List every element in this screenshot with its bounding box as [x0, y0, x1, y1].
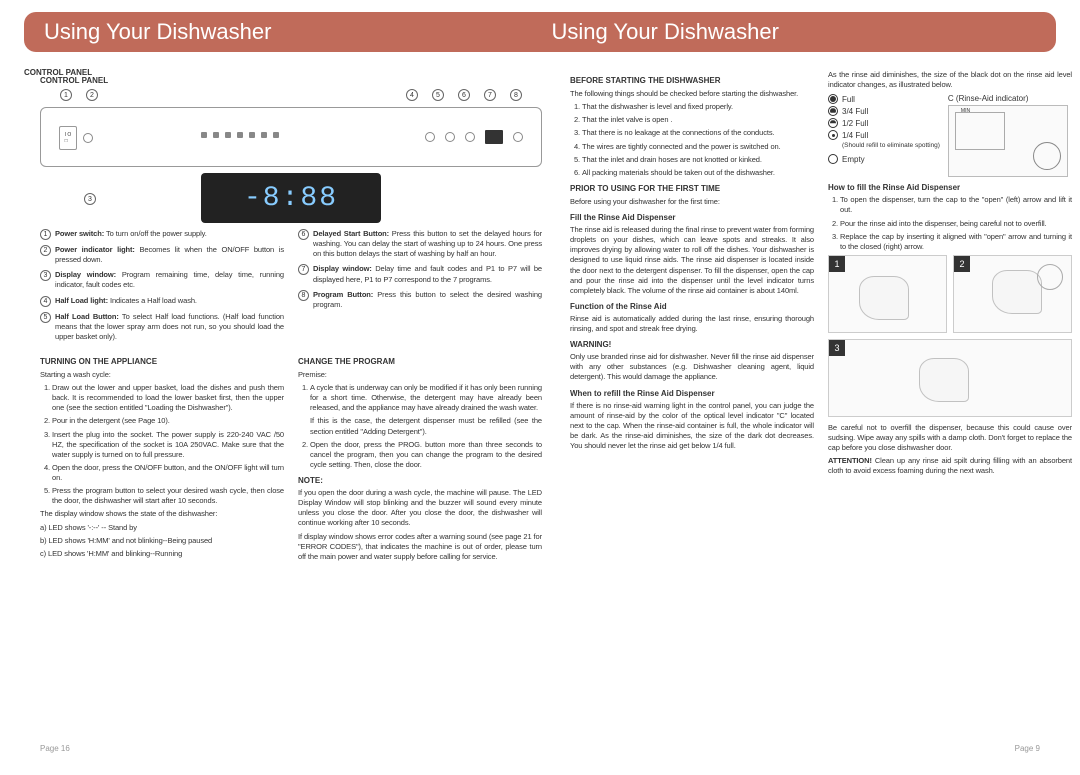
turning-on-col: TURNING ON THE APPLIANCE Starting a wash…: [40, 351, 284, 565]
change-list: A cycle that is underway can only be mod…: [298, 383, 542, 413]
turning-on-list: Draw out the lower and upper basket, loa…: [40, 383, 284, 506]
note-p2: If display window shows error codes afte…: [298, 532, 542, 562]
header-title-left: Using Your Dishwasher: [44, 19, 271, 45]
page-num-left: Page 16: [40, 744, 70, 753]
power-light-icon: [83, 133, 93, 143]
display-icon: [485, 130, 503, 144]
disp-b: b) LED shows 'H:MM' and not blinking--Be…: [40, 536, 284, 546]
level-full-icon: [828, 94, 838, 104]
howto-heading: How to fill the Rinse Aid Dispenser: [828, 183, 1072, 192]
when-heading: When to refill the Rinse Aid Dispenser: [570, 389, 814, 398]
callout-3: 3: [84, 193, 96, 205]
callout-5: 5: [432, 89, 444, 101]
dispenser-diagram: MIN: [948, 105, 1068, 177]
level-12-icon: [828, 118, 838, 128]
page-num-right: Page 9: [1015, 744, 1040, 753]
func-heading: Function of the Rinse Aid: [570, 302, 814, 311]
note-p: If you open the door during a wash cycle…: [298, 488, 542, 529]
header-title-right: Using Your Dishwasher: [551, 19, 778, 45]
col2-top: As the rinse aid diminishes, the size of…: [828, 70, 1072, 90]
step-2-diagram: 2: [953, 255, 1072, 333]
note-heading: NOTE:: [298, 476, 542, 485]
step-3-diagram: 3: [828, 339, 1072, 417]
warn-heading: WARNING!: [570, 340, 814, 349]
callout-1: 1: [60, 89, 72, 101]
fill-heading: Fill the Rinse Aid Dispenser: [570, 213, 814, 222]
left-items-col1: 1Power switch: To turn on/off the power …: [40, 229, 284, 347]
right-col-1: BEFORE STARTING THE DISHWASHER The follo…: [570, 70, 814, 480]
lcd-display: -8:88: [201, 173, 381, 223]
rinse-indicator-chart: Full 3/4 Full 1/2 Full 1/4 Full (Should …: [828, 94, 1072, 177]
warn-p: Only use branded rinse aid for dishwashe…: [570, 352, 814, 382]
footer: Page 16 Page 9: [0, 744, 1080, 753]
delay-btn-icon: [465, 132, 475, 142]
power-switch-icon: I O□: [59, 126, 77, 150]
turning-on-heading: TURNING ON THE APPLIANCE: [40, 357, 284, 366]
left-items-col2: 6Delayed Start Button: Press this button…: [298, 229, 542, 347]
disp-intro: The display window shows the state of th…: [40, 509, 284, 519]
disp-c: c) LED shows 'H:MM' and blinking--Runnin…: [40, 549, 284, 559]
step-1-diagram: 1: [828, 255, 947, 333]
turning-on-sub: Starting a wash cycle:: [40, 370, 284, 380]
when-p: If there is no rinse-aid warning light i…: [570, 401, 814, 452]
callout-8: 8: [510, 89, 522, 101]
callout-6: 6: [458, 89, 470, 101]
prior-heading: PRIOR TO USING FOR THE FIRST TIME: [570, 184, 814, 193]
callout-7: 7: [484, 89, 496, 101]
callout-4: 4: [406, 89, 418, 101]
level-34-icon: [828, 106, 838, 116]
fill-p: The rinse aid is released during the fin…: [570, 225, 814, 296]
half-load-light-icon: [425, 132, 435, 142]
func-p: Rinse aid is automatically added during …: [570, 314, 814, 334]
half-load-btn-icon: [445, 132, 455, 142]
disp-a: a) LED shows '-:--' -- Stand by: [40, 523, 284, 533]
control-panel-diagram: I O□: [40, 107, 542, 167]
care-p: Be careful not to overfill the dispenser…: [828, 423, 1072, 453]
step-row-1: 1 2: [828, 255, 1072, 339]
change-mid: If this is the case, the detergent dispe…: [298, 416, 542, 436]
callout-row: 1 2 4 5 6 7 8: [40, 89, 542, 101]
level-14-icon: [828, 130, 838, 140]
change-heading: CHANGE THE PROGRAM: [298, 357, 542, 366]
control-panel-heading2: CONTROL PANEL: [40, 76, 542, 85]
c-label: C (Rinse-Aid indicator): [948, 94, 1068, 103]
dial-icon: [1033, 142, 1061, 170]
prog-btn-icon: [513, 132, 523, 142]
level-note: (Should refill to eliminate spotting): [842, 142, 940, 150]
lcd-display-wrap: 3 -8:88: [40, 173, 542, 223]
before-intro: The following things should be checked b…: [570, 89, 814, 99]
callout-2: 2: [86, 89, 98, 101]
change-list2: Open the door, press the PROG. button mo…: [298, 440, 542, 470]
before-heading: BEFORE STARTING THE DISHWASHER: [570, 76, 814, 85]
prior-sub: Before using your dishwasher for the fir…: [570, 197, 814, 207]
right-col-2: As the rinse aid diminishes, the size of…: [828, 70, 1072, 480]
before-list: That the dishwasher is level and fixed p…: [570, 102, 814, 178]
attn-p: ATTENTION! Clean up any rinse aid spilt …: [828, 456, 1072, 476]
change-prog-col: CHANGE THE PROGRAM Premise: A cycle that…: [298, 351, 542, 565]
page-header: Using Your Dishwasher Using Your Dishwas…: [24, 12, 1056, 52]
change-sub: Premise:: [298, 370, 542, 380]
howto-list: To open the dispenser, turn the cap to t…: [828, 195, 1072, 252]
mode-icon: [201, 132, 207, 138]
level-empty-icon: [828, 154, 838, 164]
